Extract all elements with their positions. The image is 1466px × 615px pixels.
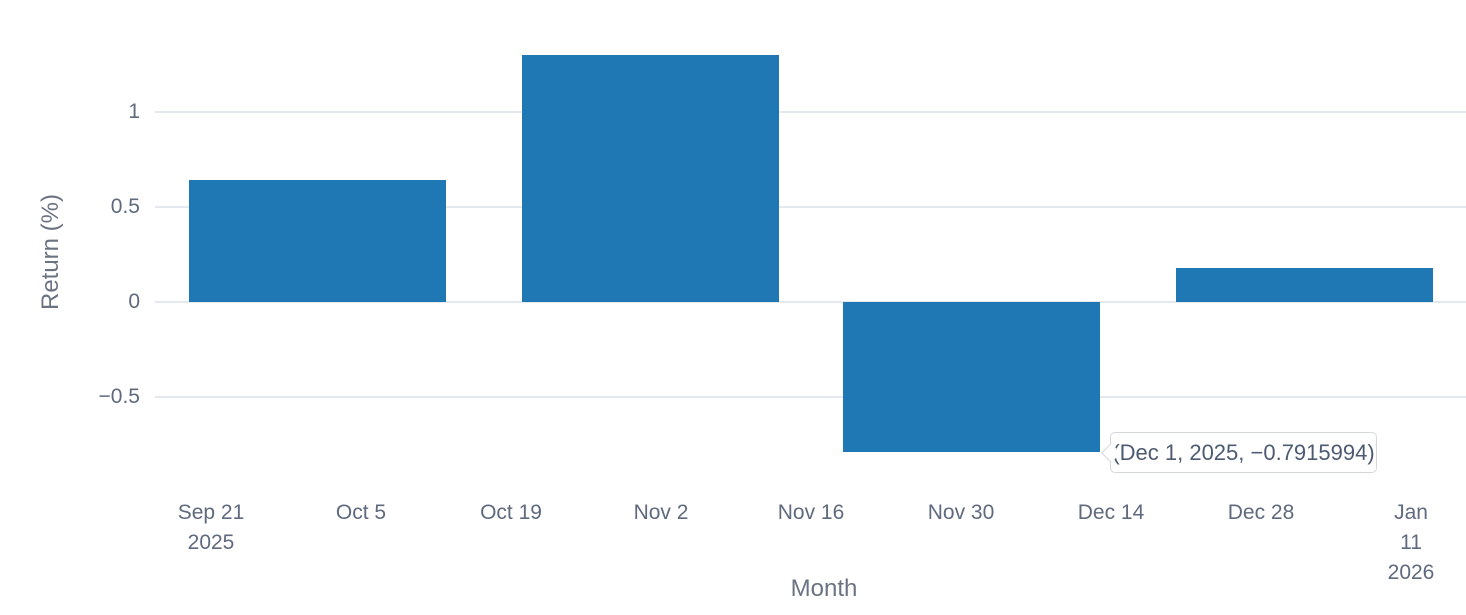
x-axis-title: Month <box>790 575 858 602</box>
x-tick-label: Dec 14 <box>1077 501 1145 524</box>
gridline <box>155 396 1466 398</box>
gridline <box>155 206 1466 208</box>
y-tick-label: 1 <box>128 100 140 123</box>
bar-nov-2025[interactable] <box>521 55 779 302</box>
y-axis-title: Return (%) <box>37 193 64 311</box>
x-tick-label: Jan 11 2026 <box>1387 501 1435 584</box>
x-tick-label: Nov 16 <box>777 501 845 524</box>
hover-tooltip: (Dec 1, 2025, −0.7915994) <box>1101 432 1377 473</box>
x-tick-label: Oct 5 <box>335 501 387 524</box>
x-tick-label: Dec 28 <box>1227 501 1295 524</box>
x-tick-label: Nov 2 <box>633 501 689 524</box>
bar-dec-2025[interactable] <box>843 302 1100 453</box>
y-tick-label: 0 <box>128 290 140 313</box>
y-tick-label: −0.5 <box>98 385 140 408</box>
x-tick-label: Sep 21 2025 <box>177 501 245 554</box>
gridline <box>155 111 1466 113</box>
x-tick-label: Nov 30 <box>927 501 995 524</box>
tooltip-text: (Dec 1, 2025, −0.7915994) <box>1112 439 1375 465</box>
gridline <box>155 301 1466 303</box>
x-tick-label: Oct 19 <box>480 501 542 524</box>
bar-jan-2026[interactable] <box>1175 267 1433 302</box>
y-tick-label: 0.5 <box>110 195 140 218</box>
bar-oct-2025[interactable] <box>189 180 446 302</box>
